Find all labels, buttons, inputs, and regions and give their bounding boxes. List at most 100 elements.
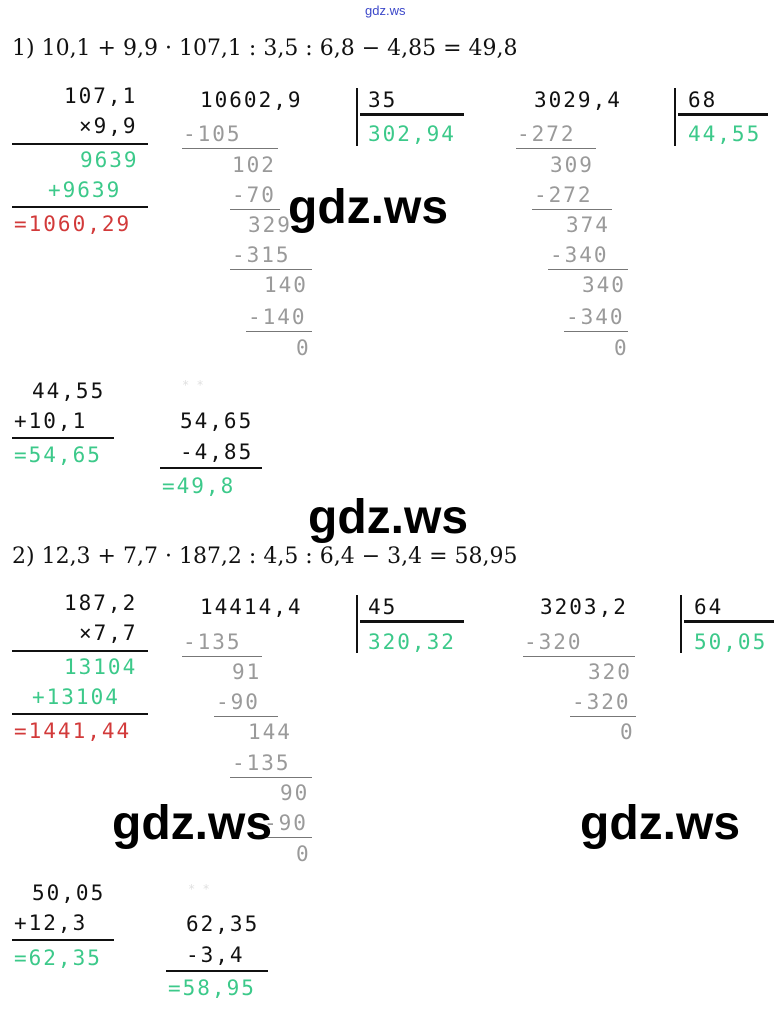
- task1-div1-step: 102: [232, 153, 276, 177]
- task2-sub-a: 62,35: [186, 912, 260, 936]
- task2-mult-p2: +13104: [32, 685, 120, 709]
- watermark-text: gdz.ws: [580, 797, 741, 850]
- task1-mult-a: 107,1: [64, 84, 138, 108]
- task1-mult-p2: +9639: [48, 178, 122, 202]
- task1-div2-hline: [678, 113, 768, 116]
- task1-div2-step: -272: [517, 122, 576, 146]
- task1-div1-dividend: 10602,9: [200, 88, 303, 112]
- task1-div2-divisor: 68: [688, 88, 718, 112]
- task1-div2-step: -272: [534, 183, 593, 207]
- task2-div2-step: -320: [572, 690, 631, 714]
- task2-div1-rule: [182, 656, 262, 657]
- task2-div2-quotient: 50,05: [694, 630, 768, 654]
- task1-div1-hline: [360, 113, 464, 116]
- task1-div2-step: 0: [614, 336, 629, 360]
- task1-div2-step: 340: [582, 273, 626, 297]
- task1-div2-vline: [674, 88, 676, 146]
- task1-div2-step: -340: [566, 305, 625, 329]
- task1-equation: 1) 10,1 + 9,9 · 107,1 : 3,5 : 6,8 − 4,85…: [12, 36, 518, 61]
- task2-mult-result: =1441,44: [14, 719, 132, 743]
- task2-div1-step: -135: [232, 751, 291, 775]
- site-header-link[interactable]: gdz.ws: [365, 3, 406, 18]
- task1-mult-b: ×9,9: [79, 114, 138, 138]
- task1-div2-quotient: 44,55: [688, 122, 762, 146]
- task1-div2-rule: [516, 148, 596, 149]
- task1-mult-line: [12, 143, 148, 145]
- task2-div2-divisor: 64: [694, 595, 724, 619]
- task1-sub-a: 54,65: [180, 409, 254, 433]
- task2-div1-step: -90: [216, 690, 260, 714]
- task2-mult-line2: [12, 713, 148, 715]
- task1-div1-rule: [230, 269, 312, 270]
- faint-mark: * *: [182, 378, 204, 392]
- task2-div2-rule: [523, 656, 635, 657]
- task1-mult-p1: 9639: [80, 148, 139, 172]
- task2-div2-vline: [680, 595, 682, 653]
- task1-div1-step: -315: [232, 243, 291, 267]
- task1-div1-rule: [230, 209, 280, 210]
- task1-div1-rule: [182, 148, 278, 149]
- watermark-text: gdz.ws: [288, 181, 449, 234]
- task1-div1-rule: [246, 331, 312, 332]
- task2-equation: 2) 12,3 + 7,7 · 187,2 : 4,5 : 6,4 − 3,4 …: [12, 544, 518, 569]
- task1-div1-step: 0: [296, 336, 311, 360]
- task2-div1-step: -135: [183, 630, 242, 654]
- task1-div1-quotient: 302,94: [368, 122, 456, 146]
- task2-div1-rule: [262, 837, 312, 838]
- task1-div2-dividend: 3029,4: [534, 88, 622, 112]
- task2-div2-hline: [684, 620, 774, 623]
- task2-div1-rule: [230, 777, 312, 778]
- task1-div2-step: -340: [550, 243, 609, 267]
- task2-sub-line: [166, 970, 268, 972]
- task2-add-line: [12, 939, 114, 941]
- task1-div1-step: -105: [183, 122, 242, 146]
- task2-mult-line: [12, 650, 148, 652]
- task2-add-a: 50,05: [32, 881, 106, 905]
- task2-sub-b: -3,4: [186, 943, 245, 967]
- task1-div1-step: -140: [248, 305, 307, 329]
- task2-mult-a: 187,2: [64, 591, 138, 615]
- task2-div1-step: -90: [264, 811, 308, 835]
- task1-sub-b: -4,85: [180, 440, 254, 464]
- task1-div2-step: 374: [566, 213, 610, 237]
- task2-div2-rule: [570, 716, 636, 717]
- task1-add-line: [12, 437, 114, 439]
- task2-div1-vline: [356, 595, 358, 653]
- task2-div2-step: 0: [620, 720, 635, 744]
- task2-add-result: =62,35: [14, 946, 102, 970]
- task1-div1-step: -70: [232, 183, 276, 207]
- task1-div2-step: 309: [550, 153, 594, 177]
- task2-div2-step: 320: [588, 660, 632, 684]
- task1-mult-line2: [12, 206, 148, 208]
- task1-div1-divisor: 35: [368, 88, 398, 112]
- task2-add-b: +12,3: [14, 911, 88, 935]
- task1-mult-result: =1060,29: [14, 212, 132, 236]
- task1-sub-line: [160, 467, 262, 469]
- watermark-text: gdz.ws: [112, 797, 273, 850]
- task1-add-b: +10,1: [14, 409, 88, 433]
- task2-mult-b: ×7,7: [79, 621, 138, 645]
- task2-div1-step: 144: [248, 720, 292, 744]
- task1-div2-rule: [532, 209, 612, 210]
- task2-div1-divisor: 45: [368, 595, 398, 619]
- task1-sub-result: =49,8: [162, 474, 236, 498]
- task2-div1-dividend: 14414,4: [200, 595, 303, 619]
- task1-div2-rule: [548, 269, 628, 270]
- watermark-text: gdz.ws: [308, 491, 469, 544]
- task2-mult-p1: 13104: [64, 655, 138, 679]
- task1-add-a: 44,55: [32, 379, 106, 403]
- task1-div2-rule: [564, 331, 628, 332]
- task2-sub-result: =58,95: [168, 976, 256, 1000]
- task2-div1-step: 90: [280, 781, 310, 805]
- task1-add-result: =54,65: [14, 443, 102, 467]
- task1-div1-vline: [356, 88, 358, 146]
- task2-div1-quotient: 320,32: [368, 630, 456, 654]
- task2-div2-dividend: 3203,2: [540, 595, 628, 619]
- faint-mark: * *: [188, 882, 210, 896]
- task2-div1-rule: [214, 716, 278, 717]
- task2-div1-step: 0: [296, 842, 311, 866]
- task2-div1-hline: [360, 620, 464, 623]
- task2-div1-step: 91: [232, 660, 262, 684]
- task1-div1-step: 329: [248, 213, 292, 237]
- task2-div2-step: -320: [524, 630, 583, 654]
